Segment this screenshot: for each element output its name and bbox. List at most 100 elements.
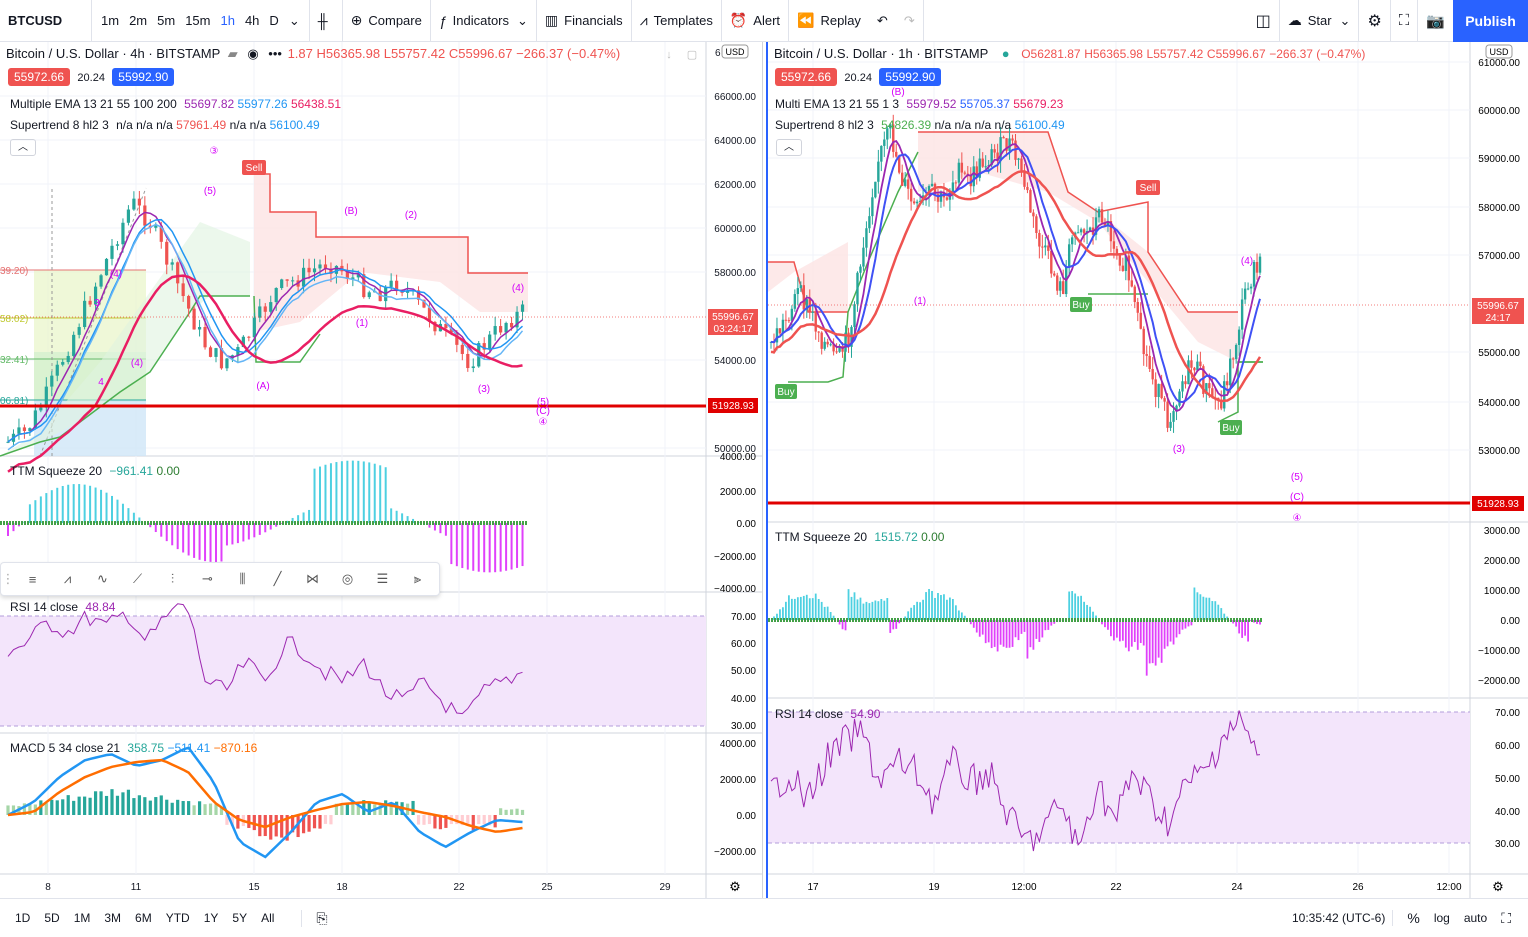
candle-body [334, 265, 339, 274]
candle-body [1032, 212, 1035, 217]
indicators-button[interactable]: ƒ Indicators ⌄ [431, 0, 537, 42]
sell-price-button[interactable]: 55972.66 [775, 68, 838, 86]
candle-body [219, 348, 224, 369]
pitchfork-icon[interactable]: ⫼ [239, 571, 246, 586]
range-1d[interactable]: 1D [15, 911, 31, 925]
left-rsi-legend[interactable]: RSI 14 close 48.84 [10, 600, 115, 614]
tf-15m[interactable]: 15m [185, 13, 211, 28]
candle-body [285, 279, 289, 281]
candle-body [143, 205, 147, 226]
percent-toggle[interactable]: % [1392, 910, 1426, 926]
tf-5m[interactable]: 5m [157, 13, 176, 28]
fullscreen-button[interactable]: ⛶ [1391, 0, 1419, 42]
candle-body [886, 128, 889, 140]
right-chart-canvas[interactable]: 17 19 12:00 22 24 26 12:00 61000.00 60000.00 5900… [768, 42, 1528, 898]
macd-axis-tick: 4000.00 [720, 739, 757, 750]
time-tick: 25 [541, 882, 553, 893]
sell-price-button[interactable]: 55972.66 [8, 68, 71, 86]
tf-1h[interactable]: 1h [220, 13, 235, 28]
more-icon[interactable]: ••• [268, 46, 282, 61]
compare-button[interactable]: ⊕ Compare [343, 0, 431, 42]
macd-hist-bar [236, 815, 240, 829]
snapshot-button[interactable]: 📷 [1418, 0, 1453, 42]
alert-button[interactable]: ⏰ Alert [722, 0, 790, 42]
right-supertrend-legend[interactable]: Supertrend 8 hl2 3 54826.39 n/a n/a n/a … [775, 118, 1065, 132]
eye-icon[interactable]: ◉ [247, 46, 259, 61]
range-1y[interactable]: 1Y [203, 911, 219, 925]
more-tools-icon[interactable]: ⫸ [413, 571, 422, 586]
range-all[interactable]: All [261, 911, 275, 925]
redo-button[interactable]: ↷ [896, 0, 924, 42]
candle-body [115, 244, 120, 246]
candle-body [1211, 388, 1214, 398]
range-3m[interactable]: 3M [104, 911, 122, 925]
right-ttm-legend[interactable]: TTM Squeeze 20 1515.72 0.00 [775, 530, 944, 544]
elliott-wave-icon[interactable]: ≡ [28, 571, 37, 587]
settings-button[interactable]: ⚙ [1359, 0, 1391, 42]
drawing-toolbar[interactable]: ⋮ ≡ ⩘ ∿ ⟋ ⫶ ⊸ ⫼ ╱ ⋈ ◎ ☰ ⫸ [0, 562, 440, 596]
flag-icon[interactable]: ▰ [227, 46, 238, 61]
fib-channel-icon[interactable]: ☰ [376, 571, 389, 586]
tf-2m[interactable]: 2m [129, 13, 148, 28]
clock-timezone[interactable]: 10:35:42 (UTC-6) [1291, 911, 1386, 925]
macd-hist-bar [44, 803, 48, 815]
publish-button[interactable]: Publish [1453, 0, 1528, 42]
range-1m[interactable]: 1M [73, 911, 91, 925]
fib-retracement-icon[interactable]: ⫶ [170, 571, 175, 586]
left-chart-canvas[interactable]: 8 11 15 18 22 25 2966000.0064000.0062000.00600… [0, 42, 763, 898]
star-button[interactable]: ☁ Star ⌄ [1280, 0, 1360, 42]
left-ttm-legend[interactable]: TTM Squeeze 20 −961.41 0.00 [10, 464, 180, 478]
collapse-legend-button[interactable]: ︿ [10, 139, 36, 156]
right-rsi-legend[interactable]: RSI 14 close 54.90 [775, 707, 880, 721]
wave-abc-icon[interactable]: ∿ [97, 571, 108, 586]
candle-body [787, 320, 791, 322]
right-ema-legend[interactable]: Multi EMA 13 21 55 1 3 55979.52 55705.37… [775, 97, 1063, 111]
gann-icon[interactable]: ◎ [341, 571, 354, 586]
wave-12345-icon[interactable]: ⩘ [63, 571, 72, 586]
chart-type-button[interactable]: ╫ [310, 0, 343, 42]
macd-hist-bar [154, 797, 158, 815]
fullscreen-icon[interactable]: ⛶ [1501, 909, 1511, 926]
undo-button[interactable]: ↶ [869, 0, 896, 42]
collapse-legend-button[interactable]: ︿ [776, 139, 802, 156]
candle-body [1151, 368, 1154, 380]
candle-body [247, 336, 251, 338]
range-5y[interactable]: 5Y [232, 911, 248, 925]
left-ema-legend[interactable]: Multiple EMA 13 21 55 100 200 55697.82 5… [10, 97, 341, 111]
last-price-badge [1472, 298, 1524, 324]
tf-4h[interactable]: 4h [244, 13, 260, 28]
range-5d[interactable]: 5D [44, 911, 60, 925]
candle-body [978, 158, 981, 178]
auto-toggle[interactable]: auto [1463, 911, 1488, 925]
candles-icon: ╫ [317, 12, 328, 29]
candle-body [274, 288, 278, 303]
buy-price-button[interactable]: 55992.90 [112, 68, 175, 86]
financials-button[interactable]: ▥ Financials [537, 0, 632, 42]
goto-date-icon[interactable]: ⎘ [301, 909, 334, 927]
candle-body [784, 319, 788, 321]
range-ytd[interactable]: YTD [165, 911, 190, 925]
log-toggle[interactable]: log [1433, 911, 1450, 925]
buy-price-button[interactable]: 55992.90 [879, 68, 942, 86]
left-macd-legend[interactable]: MACD 5 34 close 21 358.75 −511.41 −870.1… [10, 741, 257, 755]
left-title: Bitcoin / U.S. Dollar · 4h · BITSTAMP [6, 46, 221, 61]
replay-button[interactable]: ⏪ Replay [789, 0, 869, 42]
macd-hist-bar [61, 799, 65, 815]
symbol-search[interactable]: BTCUSD [0, 0, 92, 42]
drag-handle-icon[interactable]: ⋮ [1, 571, 15, 586]
left-chart-panel[interactable]: 8 11 15 18 22 25 29 66000.00 64000.00 62000.00 600… [0, 42, 763, 898]
line-tool-icon[interactable]: ╱ [273, 571, 282, 586]
right-chart-panel[interactable]: 17 19 12:00 22 24 26 12:00 61000.00 60000.00 5900… [766, 42, 1528, 898]
wave-label: ④ [539, 417, 548, 428]
horizontal-ray-icon[interactable]: ⊸ [202, 571, 213, 586]
range-6m[interactable]: 6M [135, 911, 152, 925]
left-supertrend-legend[interactable]: Supertrend 8 hl2 3 n/a n/a n/a 57961.49 … [10, 118, 320, 132]
trend-line-icon[interactable]: ⟋ [132, 571, 143, 586]
chevron-down-icon[interactable]: ⌄ [288, 12, 300, 28]
tf-1m[interactable]: 1m [101, 13, 120, 28]
layout-button[interactable]: ◫ [1248, 0, 1280, 42]
tf-d[interactable]: D [269, 13, 279, 28]
pattern-icon[interactable]: ⋈ [306, 571, 319, 586]
ema-label: Multiple EMA 13 21 55 100 200 [10, 97, 177, 111]
templates-button[interactable]: ⩘ Templates [632, 0, 722, 42]
